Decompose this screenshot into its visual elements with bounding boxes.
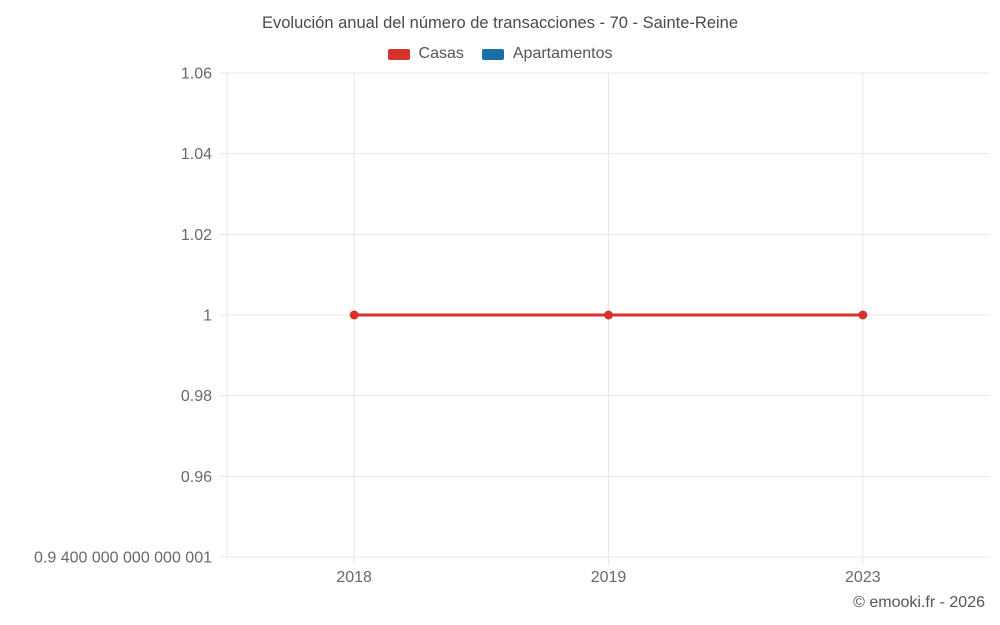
apartamentos-swatch-icon (481, 48, 504, 60)
legend-label-apartamentos: Apartamentos (512, 45, 613, 62)
y-tick-label: 0.9 400 000 000 000 001 (34, 550, 212, 567)
data-point-casas[interactable] (858, 310, 868, 320)
x-tick-label: 2019 (591, 569, 627, 586)
data-point-casas[interactable] (604, 310, 613, 320)
chart-legend: Casas Apartamentos (0, 45, 1000, 63)
y-tick-label: 0.96 (181, 469, 212, 486)
y-tick-label: 1.04 (181, 146, 212, 163)
data-point-casas[interactable] (349, 310, 359, 320)
y-tick-label: 1.02 (181, 227, 212, 244)
chart-title: Evolución anual del número de transaccio… (261, 14, 739, 32)
casas-swatch-icon (387, 48, 410, 60)
y-tick-label: 0.98 (181, 388, 212, 405)
legend-item-casas[interactable]: Casas (387, 45, 464, 63)
x-tick-label: 2023 (845, 569, 881, 586)
legend-label-casas: Casas (418, 45, 464, 62)
y-tick-label: 1.06 (181, 66, 212, 83)
copyright-text: © emooki.fr - 2026 (853, 594, 985, 611)
x-tick-label: 2018 (336, 569, 372, 586)
legend-item-apartamentos[interactable]: Apartamentos (481, 45, 613, 63)
y-tick-label: 1 (203, 308, 212, 325)
